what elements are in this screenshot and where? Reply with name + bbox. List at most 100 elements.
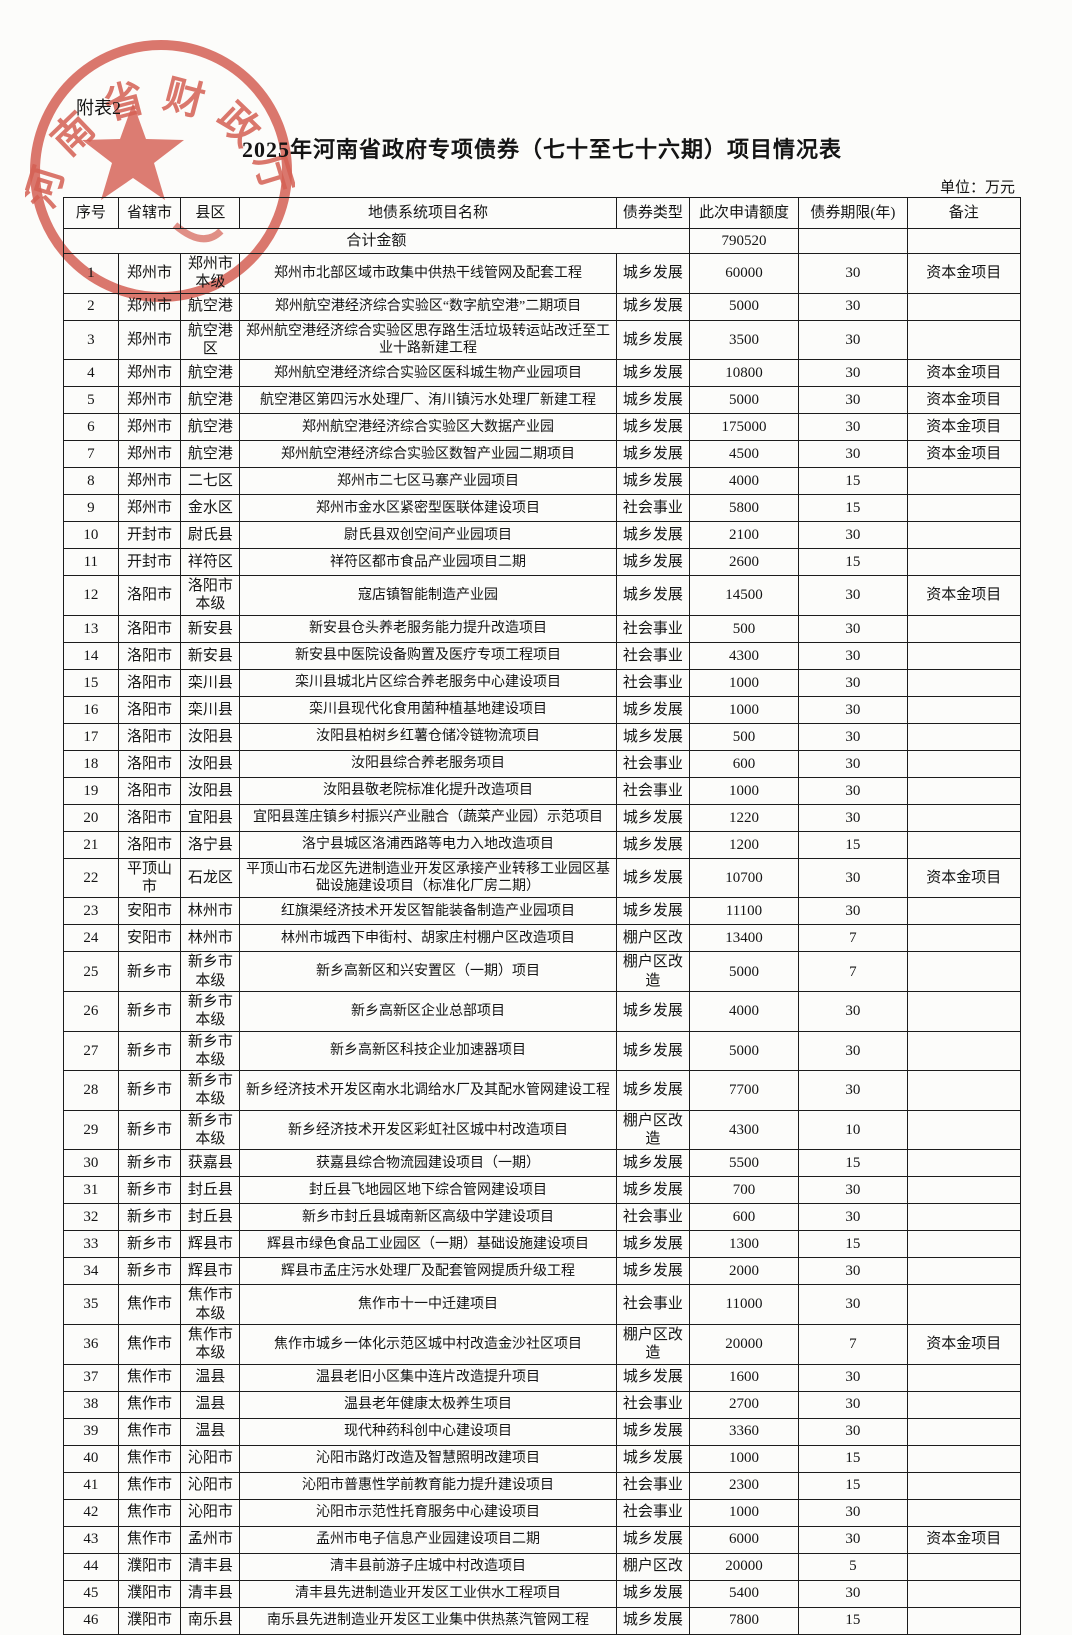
table-row: 26 新乡市 新乡市本级 新乡高新区企业总部项目 城乡发展 4000 30 bbox=[63, 990, 1022, 1032]
cell-seq: 18 bbox=[63, 749, 119, 778]
cell-seq: 10 bbox=[63, 521, 119, 550]
cell-remark bbox=[906, 1109, 1022, 1151]
cell-county: 温县 bbox=[180, 1390, 241, 1419]
cell-city: 新乡市 bbox=[117, 990, 182, 1032]
cell-amount: 1000 bbox=[688, 695, 800, 724]
cell-seq: 43 bbox=[63, 1525, 119, 1554]
cell-term: 15 bbox=[798, 1230, 908, 1259]
cell-term: 30 bbox=[798, 253, 908, 294]
cell-remark: 资本金项目 bbox=[906, 253, 1022, 294]
cell-seq: 9 bbox=[63, 494, 119, 523]
cell-project: 汝阳县柏树乡红薯仓储冷链物流项目 bbox=[239, 722, 617, 751]
cell-amount: 11000 bbox=[688, 1284, 800, 1325]
cell-seq: 12 bbox=[63, 575, 119, 616]
cell-city: 新乡市 bbox=[117, 1149, 182, 1178]
cell-project: 现代种药科创中心建设项目 bbox=[239, 1417, 617, 1446]
cell-seq: 26 bbox=[63, 990, 119, 1032]
cell-term: 30 bbox=[798, 1203, 908, 1232]
cell-county: 航空港 bbox=[180, 440, 241, 469]
cell-bond-type: 城乡发展 bbox=[615, 1230, 690, 1259]
bond-project-table: 序号 省辖市 县区 地债系统项目名称 债券类型 此次申请额度 债券期限(年) 备… bbox=[63, 197, 1022, 1635]
cell-bond-type: 城乡发展 bbox=[615, 1363, 690, 1392]
cell-seq: 29 bbox=[63, 1109, 119, 1151]
table-row: 25 新乡市 新乡市本级 新乡高新区和兴安置区（一期）项目 棚户区改造 5000… bbox=[63, 951, 1022, 992]
cell-project: 温县老旧小区集中连片改造提升项目 bbox=[239, 1363, 617, 1392]
table-row: 21 洛阳市 洛宁县 洛宁县城区洛浦西路等电力入地改造项目 城乡发展 1200 … bbox=[63, 830, 1022, 859]
cell-city: 郑州市 bbox=[117, 319, 182, 361]
cell-amount: 500 bbox=[688, 722, 800, 751]
cell-amount: 5000 bbox=[688, 951, 800, 992]
cell-amount: 500 bbox=[688, 614, 800, 643]
cell-seq: 35 bbox=[63, 1284, 119, 1325]
cell-city: 郑州市 bbox=[117, 494, 182, 523]
cell-project: 汝阳县综合养老服务项目 bbox=[239, 749, 617, 778]
cell-amount: 2700 bbox=[688, 1390, 800, 1419]
cell-city: 开封市 bbox=[117, 521, 182, 550]
cell-remark bbox=[906, 1606, 1022, 1635]
cell-term: 30 bbox=[798, 1176, 908, 1205]
cell-bond-type: 城乡发展 bbox=[615, 897, 690, 926]
cell-county: 新乡市本级 bbox=[180, 1030, 241, 1072]
cell-county: 焦作市本级 bbox=[180, 1284, 241, 1325]
cell-remark: 资本金项目 bbox=[906, 857, 1022, 899]
cell-amount: 20000 bbox=[688, 1323, 800, 1365]
cell-remark bbox=[906, 614, 1022, 643]
cell-city: 郑州市 bbox=[117, 359, 182, 388]
cell-seq: 27 bbox=[63, 1030, 119, 1072]
cell-project: 新安县中医院设备购置及医疗专项工程项目 bbox=[239, 641, 617, 670]
cell-amount: 60000 bbox=[688, 253, 800, 294]
cell-seq: 37 bbox=[63, 1363, 119, 1392]
cell-city: 新乡市 bbox=[117, 1203, 182, 1232]
cell-remark bbox=[906, 1176, 1022, 1205]
header-remark: 备注 bbox=[906, 197, 1022, 229]
cell-remark bbox=[906, 1284, 1022, 1325]
cell-remark bbox=[906, 1552, 1022, 1581]
cell-seq: 24 bbox=[63, 924, 119, 953]
cell-county: 航空港 bbox=[180, 359, 241, 388]
cell-bond-type: 棚户区改造 bbox=[615, 1109, 690, 1151]
table-row: 27 新乡市 新乡市本级 新乡高新区科技企业加速器项目 城乡发展 5000 30 bbox=[63, 1030, 1022, 1072]
cell-project: 焦作市城乡一体化示范区城中村改造金沙社区项目 bbox=[239, 1323, 617, 1365]
table-row: 42 焦作市 沁阳市 沁阳市示范性托育服务中心建设项目 社会事业 1000 30 bbox=[63, 1498, 1022, 1527]
table-row: 4 郑州市 航空港 郑州航空港经济综合实验区医科城生物产业园项目 城乡发展 10… bbox=[63, 359, 1022, 388]
cell-seq: 22 bbox=[63, 857, 119, 899]
cell-bond-type: 城乡发展 bbox=[615, 1257, 690, 1286]
cell-seq: 8 bbox=[63, 467, 119, 496]
cell-bond-type: 社会事业 bbox=[615, 1390, 690, 1419]
cell-county: 焦作市本级 bbox=[180, 1323, 241, 1365]
cell-term: 30 bbox=[798, 695, 908, 724]
table-row: 11 开封市 祥符区 祥符区都市食品产业园项目二期 城乡发展 2600 15 bbox=[63, 548, 1022, 577]
cell-bond-type: 城乡发展 bbox=[615, 1149, 690, 1178]
cell-bond-type: 社会事业 bbox=[615, 1203, 690, 1232]
cell-city: 濮阳市 bbox=[117, 1579, 182, 1608]
cell-amount: 1220 bbox=[688, 803, 800, 832]
cell-bond-type: 城乡发展 bbox=[615, 1070, 690, 1111]
cell-remark: 资本金项目 bbox=[906, 413, 1022, 442]
cell-term: 30 bbox=[798, 440, 908, 469]
cell-county: 清丰县 bbox=[180, 1552, 241, 1581]
cell-city: 新乡市 bbox=[117, 951, 182, 992]
cell-city: 濮阳市 bbox=[117, 1606, 182, 1635]
cell-remark bbox=[906, 722, 1022, 751]
cell-term: 30 bbox=[798, 1579, 908, 1608]
table-row: 43 焦作市 孟州市 孟州市电子信息产业园建设项目二期 城乡发展 6000 30… bbox=[63, 1525, 1022, 1554]
cell-project: 栾川县城北片区综合养老服务中心建设项目 bbox=[239, 668, 617, 697]
cell-amount: 5000 bbox=[688, 292, 800, 321]
cell-county: 获嘉县 bbox=[180, 1149, 241, 1178]
cell-term: 15 bbox=[798, 1444, 908, 1473]
cell-remark bbox=[906, 1471, 1022, 1500]
cell-county: 二七区 bbox=[180, 467, 241, 496]
cell-bond-type: 社会事业 bbox=[615, 1284, 690, 1325]
cell-county: 汝阳县 bbox=[180, 749, 241, 778]
cell-project: 栾川县现代化食用菌种植基地建设项目 bbox=[239, 695, 617, 724]
table-row: 7 郑州市 航空港 郑州航空港经济综合实验区数智产业园二期项目 城乡发展 450… bbox=[63, 440, 1022, 469]
cell-city: 焦作市 bbox=[117, 1390, 182, 1419]
cell-remark bbox=[906, 467, 1022, 496]
cell-term: 30 bbox=[798, 803, 908, 832]
cell-project: 新安县仓头养老服务能力提升改造项目 bbox=[239, 614, 617, 643]
cell-bond-type: 棚户区改造 bbox=[615, 951, 690, 992]
cell-remark bbox=[906, 951, 1022, 992]
table-row: 40 焦作市 沁阳市 沁阳市路灯改造及智慧照明改建项目 城乡发展 1000 15 bbox=[63, 1444, 1022, 1473]
cell-amount: 5400 bbox=[688, 1579, 800, 1608]
cell-remark: 资本金项目 bbox=[906, 386, 1022, 415]
